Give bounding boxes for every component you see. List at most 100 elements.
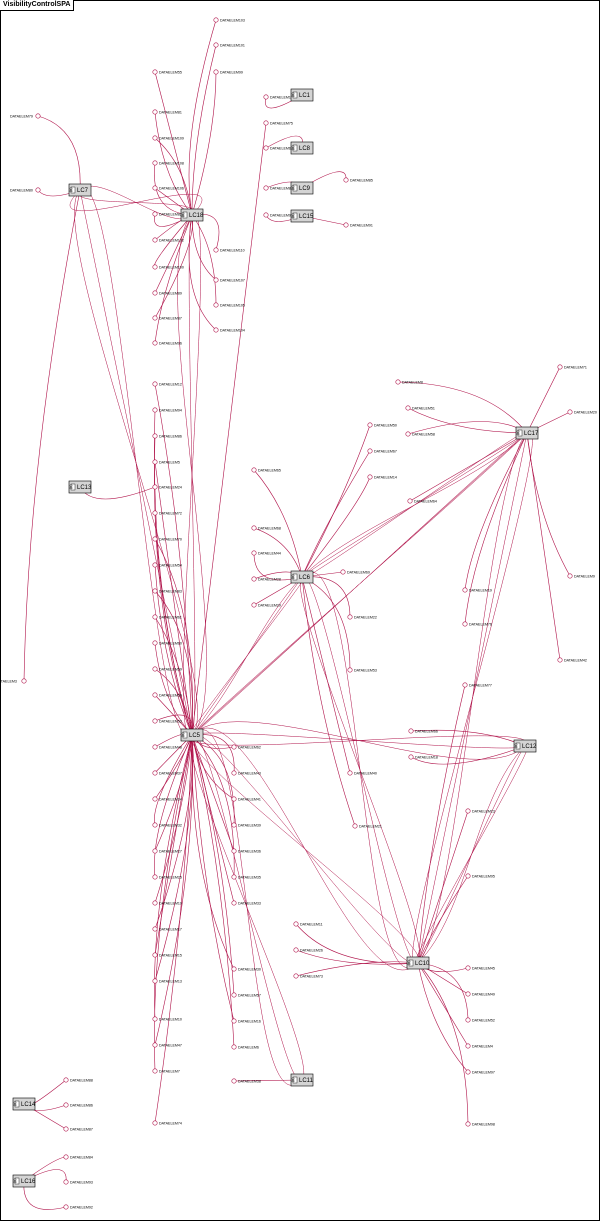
data-element-e39[interactable]: DATAELEM39 bbox=[231, 822, 261, 828]
component-lc9[interactable]: LC9 bbox=[290, 181, 314, 195]
data-element-e32[interactable]: DATAELEM32 bbox=[152, 822, 182, 828]
data-element-e26[interactable]: DATAELEM26 bbox=[293, 947, 323, 953]
data-element-e68[interactable]: DATAELEM68 bbox=[251, 525, 281, 531]
data-element-e72[interactable]: DATAELEM72 bbox=[152, 510, 182, 516]
data-element-e16[interactable]: DATAELEM16 bbox=[231, 1018, 261, 1024]
data-element-e21[interactable]: DATAELEM21 bbox=[352, 823, 382, 829]
data-element-e75[interactable]: DATAELEM75 bbox=[263, 120, 293, 126]
component-lc14[interactable]: LC14 bbox=[12, 1097, 36, 1111]
component-lc6[interactable]: LC6 bbox=[290, 570, 314, 584]
data-element-e11[interactable]: DATAELEM11 bbox=[293, 921, 323, 927]
data-element-e96[interactable]: DATAELEM96 bbox=[152, 340, 182, 346]
data-element-e88[interactable]: DATAELEM88 bbox=[63, 1077, 93, 1083]
component-lc15[interactable]: LC15 bbox=[290, 209, 314, 223]
data-element-e22[interactable]: DATAELEM22 bbox=[347, 614, 377, 620]
data-element-e86[interactable]: DATAELEM86 bbox=[152, 433, 182, 439]
data-element-e47[interactable]: DATAELEM47 bbox=[152, 1042, 182, 1048]
data-element-e53b[interactable]: DATAELEM53 bbox=[152, 718, 182, 724]
data-element-e98[interactable]: DATAELEM98 bbox=[465, 1121, 495, 1127]
data-element-e99[interactable]: DATAELEM99 bbox=[213, 69, 243, 75]
data-element-e100[interactable]: DATAELEM100 bbox=[152, 264, 184, 270]
data-element-e108[interactable]: DATAELEM108 bbox=[152, 160, 184, 166]
data-element-e94[interactable]: DATAELEM94 bbox=[152, 407, 182, 413]
data-element-e63[interactable]: DATAELEM63 bbox=[263, 145, 293, 151]
data-element-e110[interactable]: DATAELEM110 bbox=[213, 247, 245, 253]
data-element-e50[interactable]: DATAELEM50 bbox=[367, 422, 397, 428]
data-element-e55[interactable]: DATAELEM55 bbox=[152, 69, 182, 75]
data-element-e84[interactable]: DATAELEM84 bbox=[263, 185, 293, 191]
component-lc18[interactable]: LC18 bbox=[180, 208, 204, 222]
data-element-e64[interactable]: DATAELEM64 bbox=[407, 498, 437, 504]
data-element-e24[interactable]: DATAELEM24 bbox=[152, 484, 182, 490]
component-lc1[interactable]: LC1 bbox=[290, 88, 314, 102]
data-element-e37[interactable]: DATAELEM37 bbox=[152, 770, 182, 776]
data-element-e97[interactable]: DATAELEM97 bbox=[465, 1069, 495, 1075]
data-element-e61[interactable]: DATAELEM61 bbox=[152, 614, 182, 620]
data-element-e8[interactable]: DATAELEM8 bbox=[395, 379, 423, 385]
component-lc7[interactable]: LC7 bbox=[68, 183, 92, 197]
data-element-e102[interactable]: DATAELEM102 bbox=[152, 237, 184, 243]
data-element-e15[interactable]: DATAELEM15 bbox=[152, 952, 182, 958]
component-lc5[interactable]: LC5 bbox=[180, 728, 204, 742]
data-element-e84b[interactable]: DATAELEM84 bbox=[63, 1154, 93, 1160]
data-element-e71[interactable]: DATAELEM71 bbox=[557, 364, 587, 370]
data-element-e1[interactable]: DATAELEM1 bbox=[263, 94, 291, 100]
data-element-e56[interactable]: DATAELEM56 bbox=[152, 692, 182, 698]
data-element-e85[interactable]: DATAELEM85 bbox=[343, 177, 373, 183]
data-element-e79[interactable]: DATAELEM79 bbox=[10, 113, 41, 119]
data-element-e45[interactable]: DATAELEM45 bbox=[465, 965, 495, 971]
data-element-e36[interactable]: DATAELEM36 bbox=[231, 848, 261, 854]
data-element-e19[interactable]: DATAELEM19 bbox=[462, 587, 492, 593]
data-element-e76[interactable]: DATAELEM76 bbox=[462, 621, 492, 627]
data-element-e13[interactable]: DATAELEM13 bbox=[152, 978, 182, 984]
data-element-e57[interactable]: DATAELEM57 bbox=[231, 992, 261, 998]
data-element-e43[interactable]: DATAELEM43 bbox=[231, 770, 261, 776]
data-element-e52[interactable]: DATAELEM52 bbox=[465, 1017, 495, 1023]
data-element-e80[interactable]: DATAELEM80 bbox=[10, 187, 41, 193]
component-lc11[interactable]: LC11 bbox=[290, 1073, 314, 1087]
data-element-e49[interactable]: DATAELEM49 bbox=[465, 991, 495, 997]
data-element-e91[interactable]: DATAELEM91 bbox=[343, 222, 373, 228]
data-element-e70[interactable]: DATAELEM70 bbox=[152, 536, 182, 542]
data-element-e5[interactable]: DATAELEM5 bbox=[152, 459, 180, 465]
data-element-e60[interactable]: DATAELEM60 bbox=[152, 640, 182, 646]
data-element-e87b[interactable]: DATAELEM87 bbox=[63, 1126, 93, 1132]
data-element-e90[interactable]: DATAELEM90 bbox=[263, 212, 293, 218]
data-element-e12[interactable]: DATAELEM12 bbox=[152, 381, 182, 387]
data-element-e89[interactable]: DATAELEM89 bbox=[152, 290, 182, 296]
data-element-e53[interactable]: DATAELEM53 bbox=[347, 667, 377, 673]
component-lc10[interactable]: LC10 bbox=[406, 956, 430, 970]
data-element-e106[interactable]: DATAELEM106 bbox=[152, 185, 184, 191]
data-element-e83[interactable]: DATAELEM83 bbox=[152, 588, 182, 594]
component-lc13[interactable]: LC13 bbox=[68, 480, 92, 494]
data-element-e51[interactable]: DATAELEM51 bbox=[405, 405, 435, 411]
data-element-e109[interactable]: DATAELEM109 bbox=[152, 135, 184, 141]
data-element-e59[interactable]: DATAELEM59 bbox=[152, 666, 182, 672]
component-lc16[interactable]: LC16 bbox=[12, 1174, 36, 1188]
data-element-e73[interactable]: DATAELEM73 bbox=[293, 973, 323, 979]
data-element-e27[interactable]: DATAELEM27 bbox=[152, 848, 182, 854]
data-element-e81[interactable]: DATAELEM81 bbox=[152, 109, 182, 115]
data-element-e69[interactable]: DATAELEM69 bbox=[340, 569, 370, 575]
data-element-e23[interactable]: DATAELEM23 bbox=[465, 808, 495, 814]
data-element-e40[interactable]: DATAELEM40 bbox=[347, 770, 377, 776]
data-element-e58[interactable]: DATAELEM58 bbox=[405, 431, 435, 437]
data-element-e93[interactable]: DATAELEM93 bbox=[63, 1179, 93, 1185]
data-element-e86b[interactable]: DATAELEM86 bbox=[63, 1102, 93, 1108]
data-element-e20[interactable]: DATAELEM20 bbox=[567, 409, 597, 415]
data-element-e4[interactable]: DATAELEM4 bbox=[465, 1043, 493, 1049]
data-element-e7[interactable]: DATAELEM7 bbox=[152, 1068, 180, 1074]
data-element-e42[interactable]: DATAELEM42 bbox=[557, 657, 587, 663]
data-element-e101[interactable]: DATAELEM101 bbox=[213, 42, 245, 48]
data-element-e95[interactable]: DATAELEM95 bbox=[465, 873, 495, 879]
data-element-e35[interactable]: DATAELEM35 bbox=[231, 874, 261, 880]
data-element-e3[interactable]: DATAELEM3 bbox=[0, 678, 27, 684]
data-element-e34[interactable]: DATAELEM34 bbox=[152, 796, 182, 802]
data-element-e67[interactable]: DATAELEM67 bbox=[367, 448, 397, 454]
data-element-e38[interactable]: DATAELEM38 bbox=[231, 1078, 261, 1084]
data-element-e103[interactable]: DATAELEM103 bbox=[213, 17, 245, 23]
data-element-e33[interactable]: DATAELEM33 bbox=[231, 900, 261, 906]
data-element-e66[interactable]: DATAELEM66 bbox=[408, 728, 438, 734]
data-element-e18[interactable]: DATAELEM18 bbox=[408, 754, 438, 760]
component-lc8[interactable]: LC8 bbox=[290, 141, 314, 155]
